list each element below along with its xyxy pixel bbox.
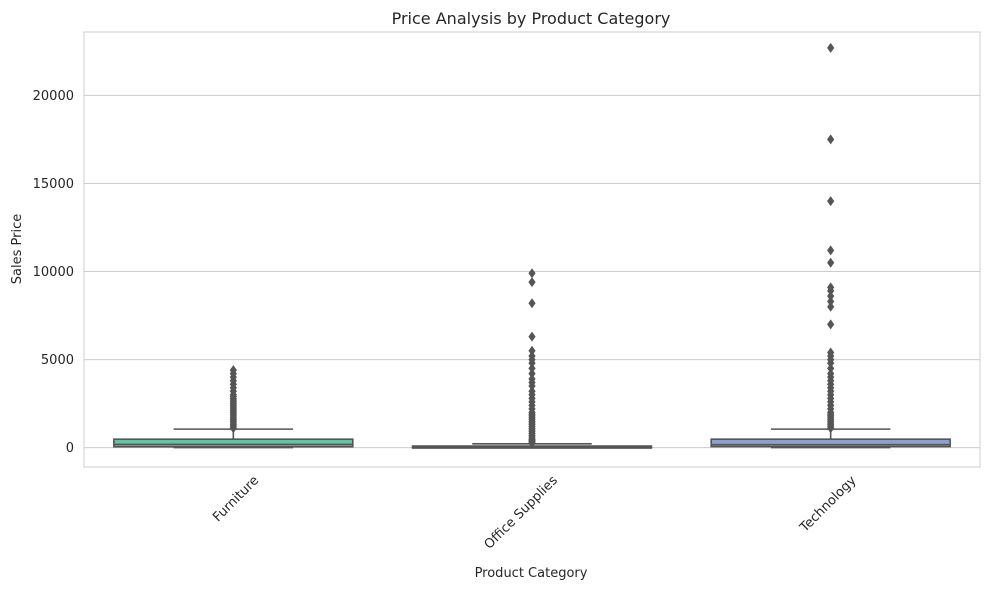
outlier-point xyxy=(827,134,835,145)
chart-title: Price Analysis by Product Category xyxy=(392,9,671,28)
x-tick-label: Technology xyxy=(797,473,860,536)
outlier-point xyxy=(528,298,536,309)
y-tick-label: 10000 xyxy=(33,265,74,280)
outlier-point xyxy=(827,196,835,207)
box-iqr xyxy=(113,438,354,448)
outlier-point xyxy=(827,42,835,53)
box-office-supplies xyxy=(411,268,653,449)
outlier-point xyxy=(827,319,835,330)
outlier-point xyxy=(827,291,835,302)
outlier-point xyxy=(528,331,536,342)
outlier-point xyxy=(827,282,835,293)
outlier-point xyxy=(528,373,536,384)
outlier-point xyxy=(827,363,835,374)
y-tick-label: 15000 xyxy=(33,177,74,192)
outlier-point xyxy=(528,363,536,374)
box-iqr xyxy=(710,438,951,448)
outlier-point xyxy=(528,386,536,397)
outlier-point xyxy=(528,277,536,288)
x-tick-label: Furniture xyxy=(210,473,262,525)
x-axis-label: Product Category xyxy=(475,566,588,581)
outlier-point xyxy=(528,368,536,379)
y-tick-label: 20000 xyxy=(33,89,74,104)
outlier-point xyxy=(827,296,835,307)
box-furniture xyxy=(113,365,354,449)
x-tick-label: Office Supplies xyxy=(482,473,561,552)
y-axis-label: Sales Price xyxy=(10,214,25,284)
outlier-point xyxy=(827,257,835,268)
y-tick-label: 5000 xyxy=(41,353,74,368)
outlier-point xyxy=(827,301,835,312)
outlier-point xyxy=(528,351,536,362)
outlier-point xyxy=(827,368,835,379)
outlier-point xyxy=(528,345,536,356)
outlier-point xyxy=(827,245,835,256)
y-tick-label: 0 xyxy=(66,441,74,456)
outlier-point xyxy=(229,365,237,376)
outlier-point xyxy=(827,347,835,358)
x-tick-labels: Furniture Office Supplies Technology xyxy=(210,473,859,552)
box-technology xyxy=(710,42,951,449)
boxes xyxy=(113,42,951,449)
outlier-point xyxy=(528,268,536,279)
y-tick-labels: 0 5000 10000 15000 20000 xyxy=(33,89,74,456)
